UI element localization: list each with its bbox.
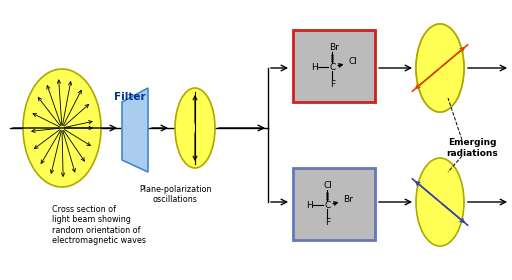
Text: C: C <box>324 201 331 210</box>
Ellipse shape <box>23 69 101 187</box>
Ellipse shape <box>416 24 464 112</box>
FancyBboxPatch shape <box>293 168 375 240</box>
Text: H: H <box>306 201 313 210</box>
Text: F: F <box>330 80 335 89</box>
Polygon shape <box>122 88 148 172</box>
Ellipse shape <box>416 24 464 112</box>
FancyBboxPatch shape <box>293 30 375 102</box>
Ellipse shape <box>175 88 215 168</box>
Text: Cross section of
light beam showing
random orientation of
electromagnetic waves: Cross section of light beam showing rand… <box>52 205 146 245</box>
Text: C: C <box>329 63 335 72</box>
Text: Cl: Cl <box>323 181 332 190</box>
Ellipse shape <box>416 158 464 246</box>
Text: Br: Br <box>329 43 339 52</box>
Text: Cl: Cl <box>348 57 357 66</box>
Text: Plane-polarization
oscillations: Plane-polarization oscillations <box>139 185 211 204</box>
Text: Br: Br <box>344 195 353 204</box>
Text: Filter: Filter <box>114 92 146 102</box>
Text: F: F <box>325 218 330 227</box>
Text: Emerging
radiations: Emerging radiations <box>446 138 498 158</box>
Text: H: H <box>311 63 318 72</box>
